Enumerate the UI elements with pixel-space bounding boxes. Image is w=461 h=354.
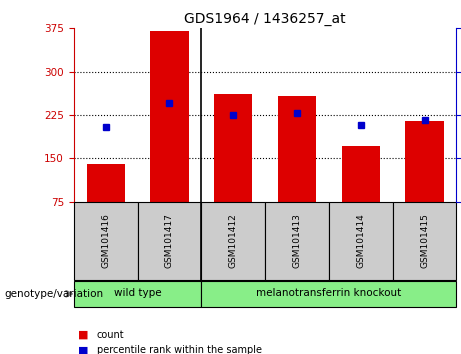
Bar bbox=[201, 202, 265, 280]
Title: GDS1964 / 1436257_at: GDS1964 / 1436257_at bbox=[184, 12, 346, 26]
Bar bbox=[405, 121, 443, 202]
Bar bbox=[150, 31, 189, 202]
Bar bbox=[393, 202, 456, 280]
Bar bbox=[201, 281, 456, 307]
Bar bbox=[329, 202, 393, 280]
Bar bbox=[214, 94, 252, 202]
Text: percentile rank within the sample: percentile rank within the sample bbox=[97, 346, 262, 354]
Text: wild type: wild type bbox=[114, 288, 161, 298]
Text: GSM101413: GSM101413 bbox=[292, 213, 301, 268]
Text: ■: ■ bbox=[78, 330, 89, 339]
Text: count: count bbox=[97, 330, 124, 339]
Bar bbox=[74, 202, 137, 280]
Text: GSM101415: GSM101415 bbox=[420, 213, 429, 268]
Bar bbox=[74, 281, 201, 307]
Text: ■: ■ bbox=[78, 346, 89, 354]
Bar bbox=[342, 146, 380, 202]
Text: GSM101416: GSM101416 bbox=[101, 213, 110, 268]
Bar bbox=[87, 164, 125, 202]
Text: genotype/variation: genotype/variation bbox=[5, 289, 104, 299]
Bar bbox=[278, 96, 316, 202]
Text: GSM101412: GSM101412 bbox=[229, 213, 238, 268]
Text: GSM101417: GSM101417 bbox=[165, 213, 174, 268]
Bar bbox=[265, 202, 329, 280]
Text: melanotransferrin knockout: melanotransferrin knockout bbox=[256, 288, 402, 298]
Bar bbox=[137, 202, 201, 280]
Text: GSM101414: GSM101414 bbox=[356, 213, 365, 268]
